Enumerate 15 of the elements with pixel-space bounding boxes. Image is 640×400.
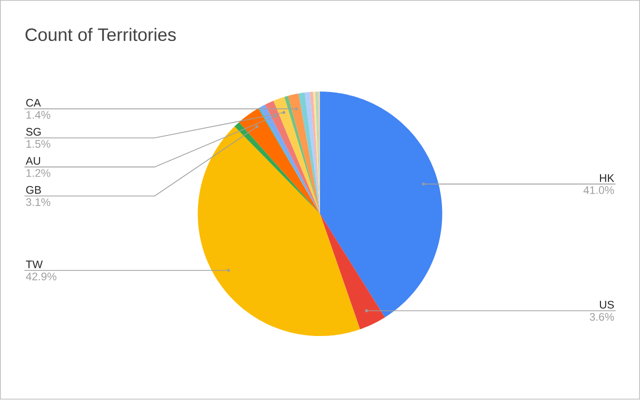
slice-label: GB [26,186,41,194]
data-label: 1.4% [26,111,50,119]
data-label: 1.5% [26,140,50,148]
data-label: 3.1% [26,198,50,206]
slice-label: AU [26,157,40,165]
slice-label: US [600,301,614,309]
data-label: 41.0% [583,186,614,194]
slice-label: HK [600,174,614,182]
chart-title: Count of Territories [26,28,176,42]
slice-label: TW [26,260,43,268]
slice-label: CA [26,99,41,107]
data-label: 1.2% [26,169,50,178]
data-label: 42.9% [26,272,56,281]
slice-label: SG [26,128,41,136]
data-label: 3.6% [590,313,614,321]
